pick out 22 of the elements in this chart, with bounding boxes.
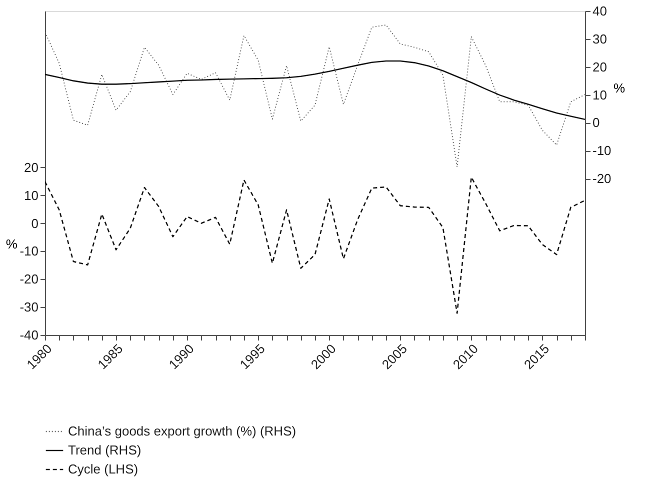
y-tick-label: -40 — [20, 328, 38, 342]
y2-tick-label: 30 — [592, 31, 607, 46]
line-series — [45, 176, 585, 314]
line-series — [45, 60, 585, 120]
y-tick-label: -10 — [20, 244, 38, 259]
y-tick-label: -30 — [20, 300, 38, 315]
y2-tick-label: -20 — [592, 171, 612, 186]
y2-tick-label: 40 — [592, 4, 607, 18]
y2-tick-label: 0 — [592, 115, 600, 130]
legend-label: Trend (RHS) — [68, 442, 142, 458]
y-tick-label: 10 — [24, 188, 38, 203]
y-tick-label: 0 — [31, 216, 38, 231]
y-tick-label: -20 — [20, 272, 38, 287]
y2-axis-title: % — [614, 80, 626, 96]
legend-label: Cycle (LHS) — [68, 462, 138, 476]
legend-label: China’s goods export growth (%) (RHS) — [68, 424, 296, 438]
y-tick-label: 20 — [24, 160, 38, 175]
y2-tick-label: 10 — [592, 87, 607, 102]
y-axis-title: % — [6, 236, 18, 252]
y2-tick-label: 20 — [592, 59, 607, 74]
y2-tick-label: -10 — [592, 143, 612, 158]
line-series — [45, 24, 585, 168]
